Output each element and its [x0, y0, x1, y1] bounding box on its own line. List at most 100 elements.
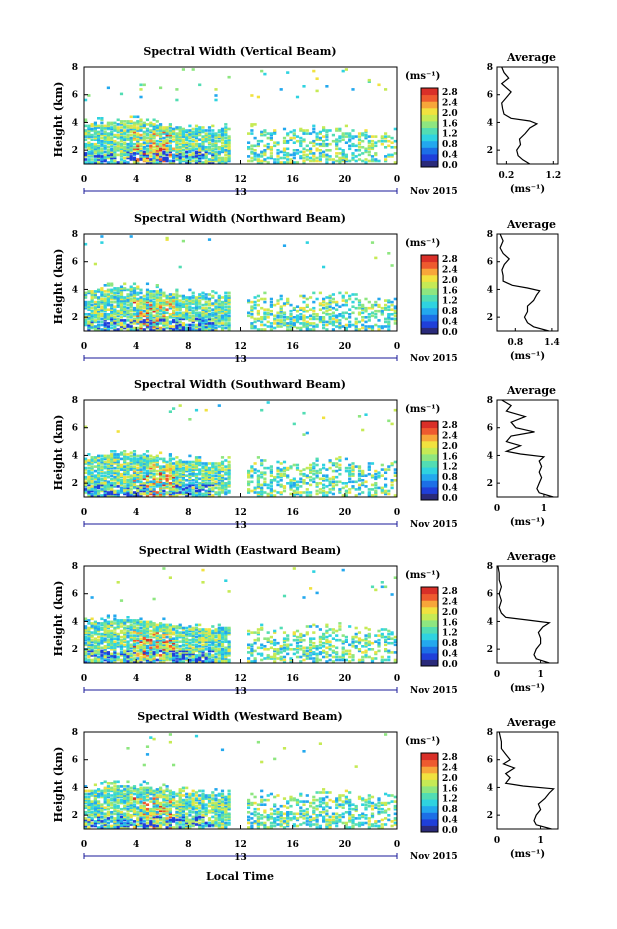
heatmap-cell — [256, 482, 260, 485]
heatmap-cell — [181, 133, 185, 137]
heatmap-cell — [116, 141, 120, 144]
heatmap-cell — [175, 139, 179, 143]
heatmap-cell — [191, 296, 195, 299]
heatmap-cell — [103, 156, 107, 160]
heatmap-cell — [113, 142, 117, 146]
heatmap-cell — [188, 161, 192, 164]
heatmap-cell — [97, 288, 101, 292]
heatmap-cell — [126, 649, 130, 653]
heatmap-cell — [181, 328, 185, 331]
heatmap-cell — [351, 474, 355, 477]
heatmap-cell — [106, 635, 110, 639]
heatmap-cell — [142, 456, 146, 459]
heatmap-cell — [162, 494, 166, 497]
heatmap-cell — [93, 482, 97, 485]
heatmap-cell — [155, 139, 159, 143]
heatmap-cell — [201, 482, 205, 485]
heatmap-cell — [194, 486, 199, 490]
heatmap-cell — [204, 465, 208, 468]
heatmap-cell — [204, 323, 208, 327]
heatmap-cell — [315, 313, 319, 316]
heatmap-cell — [207, 632, 212, 636]
heatmap-cell — [302, 468, 306, 471]
heatmap-cell — [123, 472, 127, 476]
heatmap-cell — [142, 649, 146, 653]
heatmap-cell — [292, 141, 296, 144]
heatmap-cell — [136, 305, 140, 308]
heatmap-cell — [204, 308, 208, 311]
heatmap-cell — [201, 303, 205, 307]
heatmap-cell — [90, 319, 94, 322]
heatmap-cell — [393, 127, 397, 131]
heatmap-cell — [126, 657, 130, 660]
heatmap-cell — [84, 660, 88, 663]
heatmap-cell — [139, 309, 143, 313]
heatmap-cell — [168, 123, 172, 126]
heatmap-cell — [194, 632, 199, 636]
heatmap-cell — [172, 660, 176, 663]
heatmap-cell — [181, 649, 185, 653]
heatmap-cell — [123, 492, 127, 496]
heatmap-cell — [152, 660, 156, 663]
heatmap-cell — [370, 147, 375, 151]
heatmap-cell — [367, 153, 371, 157]
heatmap-cell — [211, 326, 215, 330]
heatmap-cell — [123, 643, 127, 647]
heatmap-cell — [211, 471, 215, 474]
heatmap-cell — [123, 126, 127, 129]
heatmap-cell — [119, 316, 124, 319]
heatmap-cell — [162, 153, 166, 157]
heatmap-cell — [201, 479, 205, 482]
heatmap-cell — [175, 463, 179, 467]
heatmap-cell — [292, 422, 296, 426]
heatmap-cell — [165, 640, 169, 643]
heatmap-cell — [269, 313, 273, 316]
heatmap-cell — [175, 486, 179, 490]
heatmap-cell — [364, 413, 368, 416]
heatmap-cell — [145, 311, 150, 315]
heatmap-cell — [84, 635, 88, 639]
heatmap-cell — [198, 494, 202, 497]
heatmap-cell — [387, 252, 391, 255]
heatmap-cell — [90, 294, 94, 298]
heatmap-cell — [292, 322, 296, 325]
colorbar-tick-label: 2.4 — [442, 265, 458, 275]
heatmap-cell — [159, 133, 163, 137]
heatmap-cell — [331, 320, 335, 324]
heatmap-cell — [93, 480, 97, 484]
heatmap-cell — [172, 316, 176, 319]
heatmap-cell — [185, 492, 189, 496]
heatmap-cell — [194, 649, 199, 653]
heatmap-cell — [136, 161, 140, 164]
heatmap-cell — [106, 485, 110, 488]
heatmap-cell — [292, 152, 296, 155]
heatmap-cell — [145, 657, 150, 660]
heatmap-cell — [312, 466, 316, 470]
heatmap-cell — [113, 651, 117, 654]
heatmap-cell — [338, 491, 342, 494]
heatmap-cell — [181, 311, 185, 315]
heatmap-cell — [198, 126, 202, 129]
heatmap-cell — [338, 158, 342, 161]
day-label: 13 — [234, 188, 247, 198]
heatmap-cell — [181, 645, 185, 648]
heatmap-cell — [181, 129, 185, 132]
heatmap-cell — [309, 494, 313, 497]
heatmap-cell — [207, 297, 212, 301]
heatmap-cell — [93, 651, 97, 654]
heatmap-cell — [328, 149, 332, 152]
heatmap-cell — [87, 291, 91, 295]
heatmap-cell — [123, 486, 127, 490]
heatmap-cell — [87, 308, 91, 311]
heatmap-cell — [168, 303, 172, 307]
heatmap-cell — [191, 147, 195, 151]
heatmap-cell — [87, 158, 91, 161]
heatmap-cell — [211, 124, 215, 128]
heatmap-cell — [191, 469, 195, 473]
heatmap-cell — [214, 135, 218, 138]
heatmap-cell — [207, 643, 212, 647]
heatmap-cell — [162, 471, 166, 474]
heatmap-cell — [201, 135, 205, 138]
heatmap-cell — [263, 477, 267, 481]
heatmap-cell — [103, 132, 107, 135]
